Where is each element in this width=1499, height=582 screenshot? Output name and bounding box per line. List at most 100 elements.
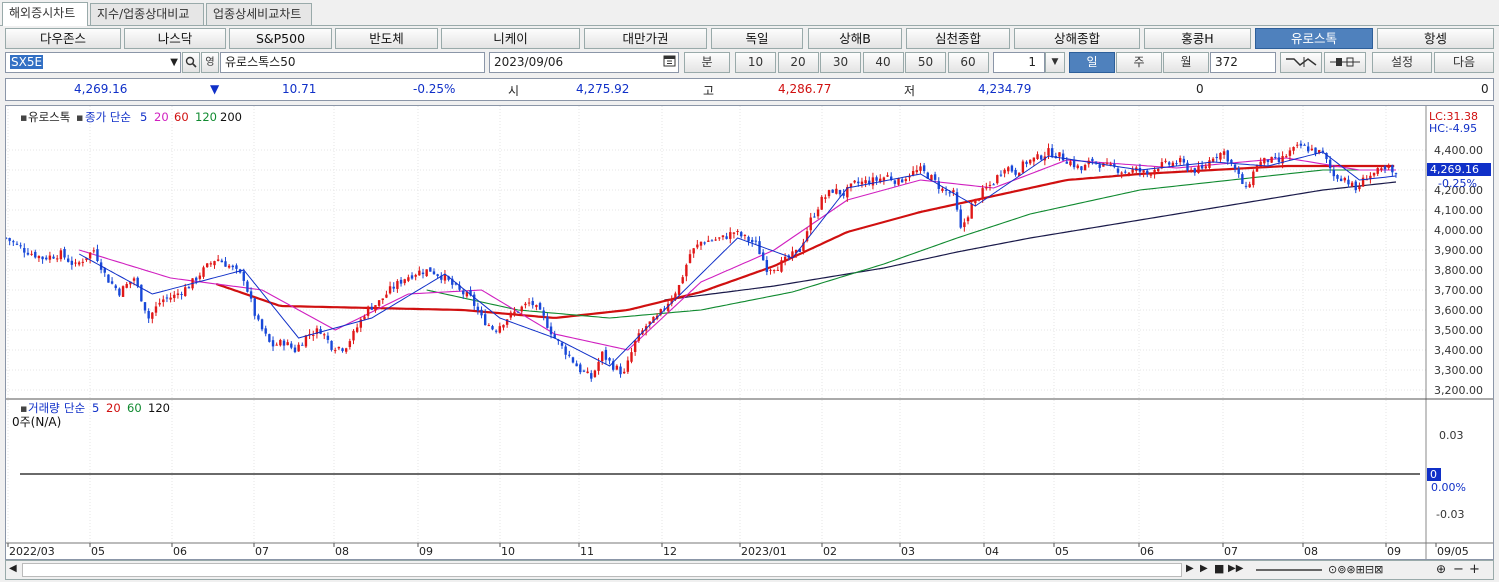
interval-button[interactable]: 60 [947, 52, 989, 73]
candle-body [1299, 143, 1303, 146]
candle-body [110, 281, 114, 284]
market-button[interactable]: S&P500 [229, 28, 332, 49]
interval-button[interactable]: 40 [862, 52, 904, 73]
candle-body [227, 265, 231, 268]
candle-body [301, 344, 304, 346]
month-button[interactable]: 월 [1163, 52, 1209, 73]
market-button[interactable]: 나스닥 [124, 28, 226, 49]
candle-body [633, 340, 637, 352]
name-toggle-button[interactable]: 영 [201, 52, 219, 73]
market-button[interactable]: 다우존스 [5, 28, 121, 49]
search-icon[interactable] [182, 52, 200, 73]
candle-chart-icon[interactable] [1324, 52, 1366, 73]
candle-body [235, 265, 238, 269]
minus-icon[interactable]: − [1453, 562, 1464, 577]
candle-body [1025, 161, 1028, 165]
candle-body [118, 288, 121, 296]
scroll-right-icon[interactable]: ▶ [1186, 563, 1194, 574]
chart-area[interactable]: 4,400.004,300.004,200.004,100.004,000.00… [4, 105, 1494, 560]
candle-body [290, 343, 293, 348]
candle-body [893, 180, 897, 184]
market-button[interactable]: 심천종합 [906, 28, 1010, 49]
settings-button[interactable]: 설정 [1372, 52, 1432, 73]
candle-body [1208, 160, 1211, 168]
chart-scrollbar[interactable]: ◀ ▶ ▶ ■ ▶▶ ⊙⊚⊛⊞⊟⊠ ⊕ − + [5, 560, 1494, 580]
candle-body [443, 274, 447, 281]
symbol-input[interactable]: SX5E ▼ [5, 52, 181, 73]
date-input[interactable]: 2023/09/06 [489, 52, 679, 73]
candle-body [385, 294, 388, 298]
market-button[interactable]: 상해B [808, 28, 902, 49]
next-button[interactable]: 다음 [1434, 52, 1494, 73]
candle-body [524, 303, 527, 306]
candle-body [1142, 170, 1145, 173]
price-volume-chart[interactable]: 4,400.004,300.004,200.004,100.004,000.00… [4, 106, 1493, 559]
x-tick-label: 2023/01 [741, 545, 787, 558]
tab-sector-detail[interactable]: 업종상세비교차트 [206, 3, 312, 25]
candle-body [761, 252, 765, 261]
count-select[interactable]: 1 [993, 52, 1045, 73]
candle-body [1307, 146, 1310, 152]
toolbar-icons[interactable]: ⊙⊚⊛⊞⊟⊠ [1328, 563, 1384, 576]
interval-button[interactable]: 10 [735, 52, 776, 73]
candle-body [516, 311, 520, 313]
candle-body [553, 334, 556, 339]
ma200-legend: 200 [220, 110, 242, 124]
bar-count-input[interactable]: 372 [1210, 52, 1276, 73]
interval-button[interactable]: 30 [820, 52, 861, 73]
market-button[interactable]: 항셍 [1377, 28, 1494, 49]
candle-body [571, 357, 575, 363]
candle-body [451, 278, 454, 285]
candle-body [1193, 168, 1197, 173]
scroll-track[interactable] [22, 563, 1182, 577]
zoom-slider[interactable] [1256, 569, 1322, 571]
candle-body [900, 179, 904, 183]
fast-forward-icon[interactable]: ▶▶ [1228, 563, 1244, 574]
lc-label: LC:31.38 [1429, 110, 1478, 123]
candle-body [344, 348, 348, 352]
play-icon[interactable]: ▶ [1200, 563, 1208, 574]
candle-body [1244, 185, 1248, 187]
interval-button[interactable]: 20 [777, 52, 819, 73]
candle-body [549, 326, 553, 335]
chevron-down-icon[interactable]: ▼ [1045, 52, 1065, 73]
candle-body [597, 361, 600, 371]
day-button[interactable]: 일 [1069, 52, 1115, 73]
candle-body [626, 360, 630, 372]
stop-icon[interactable]: ■ [1214, 562, 1225, 575]
candle-body [622, 371, 626, 374]
zoom-icon[interactable]: ⊕ [1436, 562, 1447, 576]
candle-body [96, 249, 99, 261]
scroll-left-icon[interactable]: ◀ [9, 563, 17, 574]
line-chart-icon[interactable] [1280, 52, 1322, 73]
candle-body [202, 267, 205, 277]
candle-body [1354, 181, 1357, 191]
tab-index-compare[interactable]: 지수/업종상대비교 [90, 3, 204, 25]
interval-button[interactable]: 50 [905, 52, 946, 73]
minute-button[interactable]: 분 [684, 52, 730, 73]
candle-body [849, 183, 853, 188]
market-button[interactable]: 독일 [711, 28, 803, 49]
market-button[interactable]: 반도체 [335, 28, 438, 49]
candle-body [195, 277, 198, 281]
candle-body [425, 269, 428, 277]
x-tick-label: 09/05 [1437, 545, 1469, 558]
candle-body [41, 256, 44, 260]
chevron-down-icon[interactable]: ▼ [170, 57, 178, 68]
candle-body [264, 328, 267, 334]
candle-body [293, 347, 297, 353]
candle-body [1215, 157, 1218, 159]
candle-body [772, 270, 776, 272]
candle-body [103, 268, 106, 273]
candle-body [1230, 159, 1233, 164]
tab-overseas-chart[interactable]: 해외증시차트 [2, 2, 88, 26]
market-button[interactable]: 홍콩H [1144, 28, 1251, 49]
market-button[interactable]: 니케이 [441, 28, 580, 49]
plus-icon[interactable]: + [1469, 562, 1480, 577]
candle-body [681, 277, 684, 284]
market-button[interactable]: 상해종합 [1014, 28, 1140, 49]
market-button[interactable]: 유로스톡 [1255, 28, 1373, 49]
week-button[interactable]: 주 [1116, 52, 1162, 73]
market-button[interactable]: 대만가권 [584, 28, 707, 49]
calendar-icon[interactable] [663, 54, 676, 73]
